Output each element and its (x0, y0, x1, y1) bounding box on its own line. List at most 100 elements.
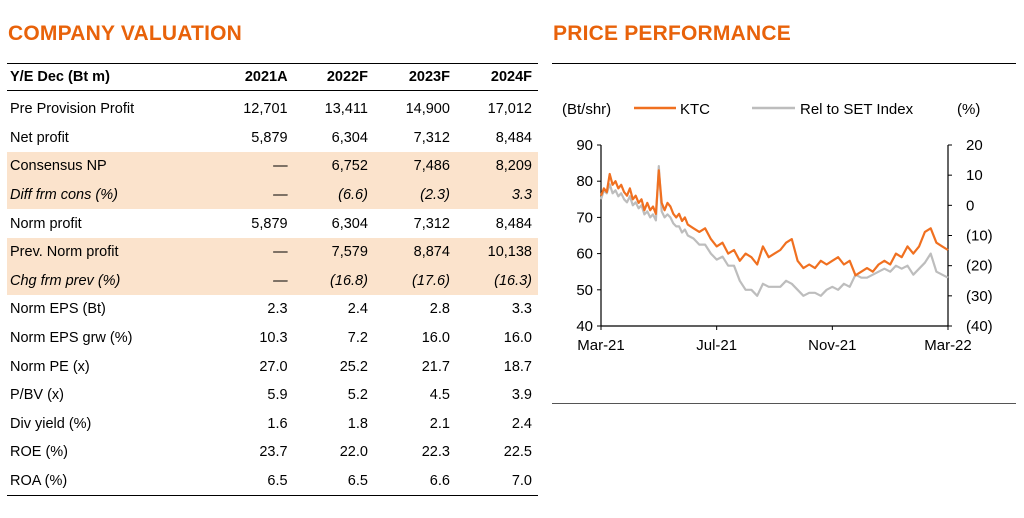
table-row: Chg frm prev (%) — (16.8) (17.6) (16.3) (7, 266, 538, 296)
valuation-table: Y/E Dec (Bt m) 2021A 2022F 2023F 2024F P… (7, 63, 538, 497)
legend-label-ktc: KTC (680, 101, 710, 118)
table-cell: 8,484 (495, 129, 532, 146)
table-cell: — (211, 180, 294, 210)
table-cell: 2.3 (267, 301, 288, 318)
legend-label-rel-set: Rel to SET Index (800, 101, 914, 118)
table-cell: 7.0 (455, 466, 538, 497)
table-cell: 7.2 (347, 330, 368, 347)
table-cell: 18.7 (503, 358, 532, 375)
left-axis-tick-label: 40 (576, 318, 593, 335)
left-axis-tick-label: 90 (576, 137, 593, 154)
table-cell: 2.1 (429, 415, 450, 432)
table-row: Diff frm cons (%) — (6.6) (2.3) 3.3 (7, 180, 538, 210)
table-cell: 5.9 (267, 387, 288, 404)
table-cell: 7,579 (293, 237, 374, 267)
table-row: Norm PE (x) 27.0 25.2 21.7 18.7 (7, 352, 538, 381)
table-row: P/BV (x) 5.9 5.2 4.5 3.9 (7, 381, 538, 410)
table-row: Norm EPS grw (%) 10.3 7.2 16.0 16.0 (7, 324, 538, 353)
table-row: Norm EPS (Bt) 2.3 2.4 2.8 3.3 (7, 295, 538, 324)
row-label: Prev. Norm profit (7, 237, 212, 267)
table-cell: 21.7 (421, 358, 450, 375)
chart-top-rule (552, 63, 1016, 64)
table-cell: 5,879 (251, 129, 288, 146)
table-row: ROA (%) 6.5 6.5 6.6 7.0 (7, 466, 538, 497)
table-cell: 6,752 (293, 152, 374, 181)
column-header: 2024F (455, 63, 538, 91)
table-cell: 1.6 (267, 415, 288, 432)
left-axis-tick-label: 50 (576, 282, 593, 299)
table-cell: 14,900 (405, 101, 450, 118)
table-cell: 6.6 (373, 466, 456, 497)
table-cell: 10.3 (259, 330, 288, 347)
table-cell: 8,484 (495, 215, 532, 232)
table-cell: 22.5 (503, 444, 532, 461)
table-cell: 12,701 (243, 101, 288, 118)
chart-lines (599, 164, 949, 297)
company-valuation-heading: COMPANY VALUATION (8, 22, 243, 45)
row-label: P/BV (x) (10, 387, 64, 404)
x-axis-tick-label: Jul-21 (696, 337, 737, 354)
table-row: Pre Provision Profit 12,701 13,411 14,900 17… (7, 91, 538, 124)
table-cell: 5,879 (251, 215, 288, 232)
table-cell: 6.5 (211, 466, 294, 497)
row-label: ROA (%) (7, 466, 212, 497)
table-cell: 3.3 (511, 301, 532, 318)
table-cell: 4.5 (429, 387, 450, 404)
series-line-ktc (599, 169, 949, 277)
table-cell: 10,138 (455, 237, 538, 267)
table-cell: 22.3 (421, 444, 450, 461)
right-axis-tick-label: 0 (966, 197, 974, 214)
chart-legend: (Bt/shr) KTC Rel to SET Index (%) (562, 101, 980, 118)
table-cell: 22.0 (339, 444, 368, 461)
table-cell: 6,304 (331, 215, 368, 232)
right-axis-tick-label: (10) (966, 228, 993, 245)
row-label: Div yield (%) (10, 415, 92, 432)
left-axis-tick-label: 80 (576, 173, 593, 190)
table-cell: 23.7 (259, 444, 288, 461)
table-cell: 2.8 (429, 301, 450, 318)
row-label: Norm EPS grw (%) (10, 330, 133, 347)
table-cell: 1.8 (347, 415, 368, 432)
column-header: 2021A (211, 63, 294, 91)
table-row: ROE (%) 23.7 22.0 22.3 22.5 (7, 438, 538, 467)
table-cell: 8,209 (455, 152, 538, 181)
table-cell: 5.2 (347, 387, 368, 404)
table-cell: (6.6) (293, 180, 374, 210)
table-row: Prev. Norm profit —7,579 8,874 10,138 (7, 237, 538, 267)
right-axis-tick-label: (20) (966, 258, 993, 275)
table-cell: 16.0 (421, 330, 450, 347)
table-cell: — (211, 237, 294, 267)
chart-axes: 90 80 70 60 50 40 20 10 0 (10) (20) (30) (40) Mar-21 J… (576, 137, 992, 354)
row-label: Norm PE (x) (10, 358, 90, 375)
table-cell: — (211, 266, 294, 296)
x-axis-tick-label: Nov-21 (808, 337, 856, 354)
table-header-row: Y/E Dec (Bt m) 2021A 2022F 2023F 2024F (7, 63, 538, 91)
row-label: Diff frm cons (%) (7, 180, 212, 210)
x-axis-tick-label: Mar-21 (577, 337, 625, 354)
table-cell: 3.9 (511, 387, 532, 404)
right-axis-tick-label: (30) (966, 288, 993, 305)
right-axis-tick-label: 20 (966, 137, 983, 154)
table-cell: 6.5 (293, 466, 374, 497)
table-cell: 2.4 (511, 415, 532, 432)
row-label: Chg frm prev (%) (7, 266, 212, 296)
table-cell: 25.2 (339, 358, 368, 375)
row-label: Consensus NP (7, 152, 212, 181)
left-axis-tick-label: 70 (576, 209, 593, 226)
table-cell: 6,304 (331, 129, 368, 146)
row-label: Norm EPS (Bt) (10, 301, 106, 318)
table-row: Div yield (%) 1.6 1.8 2.1 2.4 (7, 410, 538, 439)
series-line-rel-set (599, 164, 949, 297)
price-performance-chart: (Bt/shr) KTC Rel to SET Index (%) 90 80 70 60 5… (562, 101, 993, 354)
right-axis-tick-label: 10 (966, 167, 983, 184)
table-cell: 7,312 (413, 215, 450, 232)
left-axis-tick-label: 60 (576, 246, 593, 263)
price-performance-heading: PRICE PERFORMANCE (553, 22, 791, 45)
table-row: Norm profit 5,879 6,304 7,312 8,484 (7, 209, 538, 238)
right-axis-unit-label: (%) (957, 101, 980, 118)
table-cell: (2.3) (373, 180, 456, 210)
table-cell: (16.3) (455, 266, 538, 296)
left-axis-unit-label: (Bt/shr) (562, 101, 611, 118)
table-row: Consensus NP —6,752 7,486 8,209 (7, 152, 538, 181)
x-axis-tick-label: Mar-22 (924, 337, 972, 354)
